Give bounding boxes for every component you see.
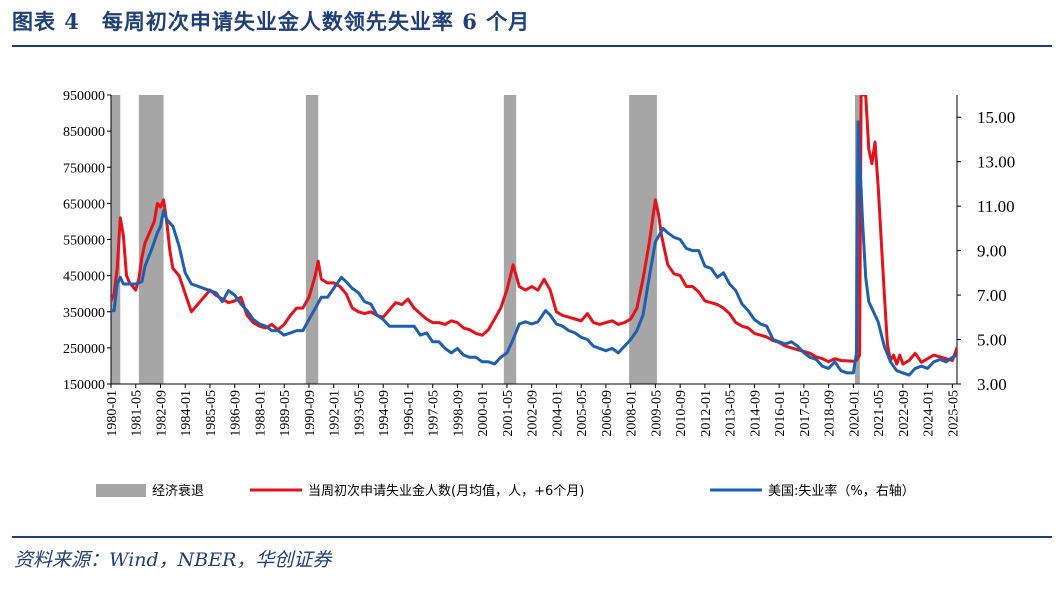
title-divider [12,45,1052,47]
x-tick-label: 2005-05 [575,390,590,437]
series-lines [111,95,957,377]
source-note: 资料来源：Wind，NBER，华创证券 [14,549,332,571]
x-tick-label: 2016-01 [773,390,788,437]
plot-frame [110,95,958,385]
left-tick-label: 250000 [63,342,105,357]
right-tick-label: 15.00 [977,108,1015,127]
left-tick-label: 350000 [63,306,105,321]
x-tick-label: 1984-01 [179,390,194,437]
right-tick-label: 11.00 [977,197,1015,216]
right-tick-label: 3.00 [977,375,1007,394]
x-tick-label: 1982-09 [154,390,169,437]
x-axis: 1980-01 1981-05 1982-09 1984-01 1985-05 1986-… [105,384,961,437]
x-tick-label: 2012-01 [699,390,714,437]
left-tick-label: 450000 [63,270,105,285]
x-tick-label: 1980-01 [105,390,120,437]
x-tick-label: 1994-09 [377,390,392,437]
left-tick-label: 850000 [63,125,105,140]
x-tick-label: 1981-05 [130,390,145,437]
x-tick-label: 2009-05 [649,390,664,437]
footer-divider [12,536,1052,538]
left-tick-label: 750000 [63,161,105,176]
x-tick-label: 2006-09 [600,390,615,437]
legend-recession-label: 经济衰退 [152,483,204,499]
legend: 经济衰退 当周初次申请失业金人数(月均值，人，+6个月) 美国:失业率（%，右轴） [96,483,915,499]
recession-band [111,95,121,384]
x-tick-label: 2000-01 [476,390,491,437]
recession-band [503,95,517,384]
x-tick-label: 2018-09 [823,390,838,437]
x-tick-label: 2010-09 [674,390,689,437]
x-tick-label: 2022-09 [897,390,912,437]
unemployment-series-line [111,120,957,377]
right-tick-label: 9.00 [977,242,1007,261]
right-tick-label: 13.00 [977,153,1015,172]
x-tick-label: 2013-05 [724,390,739,437]
x-tick-label: 2014-09 [748,390,763,437]
x-tick-label: 1996-01 [402,390,417,437]
legend-recession-swatch [96,484,146,497]
legend-unemployment-label: 美国:失业率（%，右轴） [768,483,915,499]
right-tick-label: 5.00 [977,331,1007,350]
x-tick-label: 2001-05 [501,390,516,437]
right-tick-label: 7.00 [977,286,1007,305]
x-tick-label: 1986-09 [229,390,244,437]
left-tick-label: 150000 [63,378,105,393]
x-tick-label: 2004-01 [550,390,565,437]
x-tick-label: 1988-01 [253,390,268,437]
x-tick-label: 2002-09 [526,390,541,437]
recession-band [138,95,164,384]
x-tick-label: 1989-05 [278,390,293,437]
x-tick-label: 1992-01 [328,390,343,437]
recession-band [629,95,657,384]
legend-claims-label: 当周初次申请失业金人数(月均值，人，+6个月) [308,483,584,499]
x-tick-label: 2021-05 [872,390,887,437]
x-tick-label: 1998-09 [451,390,466,437]
x-tick-label: 2017-05 [798,390,813,437]
x-tick-label: 1997-05 [427,390,442,437]
left-axis: 150000 250000 350000 450000 550000 650000 7500… [63,89,111,393]
recession-band [305,95,319,384]
x-tick-label: 1985-05 [204,390,219,437]
figure-title: 图表 4 每周初次申请失业金人数领先失业率 6 个月 [12,9,531,34]
left-tick-label: 550000 [63,234,105,249]
x-tick-label: 2020-01 [847,390,862,437]
x-tick-label: 2008-01 [625,390,640,437]
recession-bands [111,95,860,384]
left-tick-label: 650000 [63,197,105,212]
left-tick-label: 950000 [63,89,105,104]
x-tick-label: 1993-05 [352,390,367,437]
x-tick-label: 2024-01 [922,390,937,437]
x-tick-label: 1990-09 [303,390,318,437]
right-axis: 3.00 5.00 7.00 9.00 11.00 13.00 15.00 [957,108,1015,394]
x-tick-label: 2025-05 [946,390,961,437]
